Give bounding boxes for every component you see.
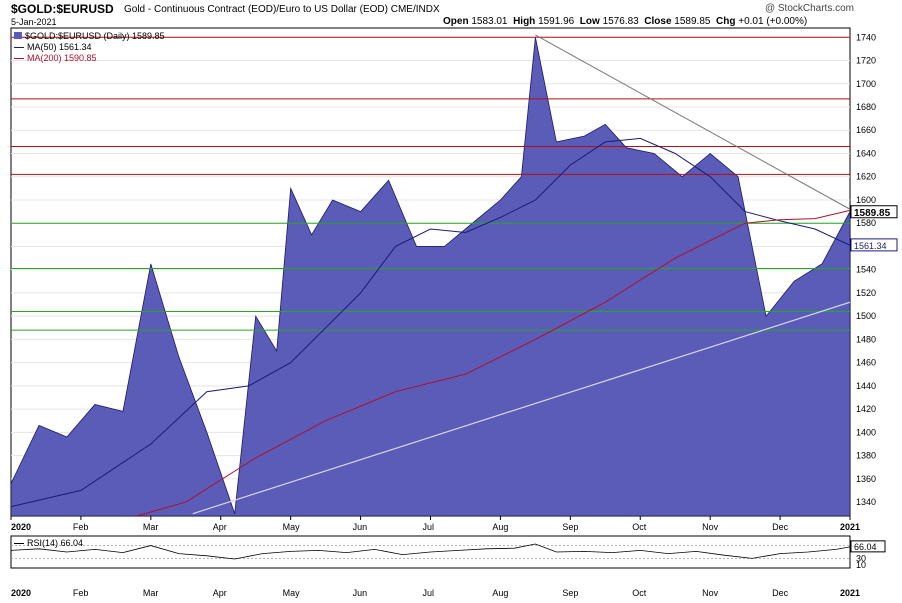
y-tick-label: 1460	[856, 358, 876, 368]
y-tick-label: 1400	[856, 427, 876, 437]
y-tick-label: 1740	[856, 32, 876, 42]
y-tick-label: 1540	[856, 265, 876, 275]
y-tick-label: 1520	[856, 288, 876, 298]
change-label: Chg	[716, 16, 736, 27]
legend-ma50: MA(50) 1561.34	[14, 42, 92, 52]
month-label: Aug	[492, 522, 508, 532]
trendline-down	[535, 34, 850, 210]
legend-swatch-rsi	[14, 543, 24, 545]
rsi-month-label: Sep	[562, 588, 578, 598]
month-label: Feb	[73, 522, 89, 532]
month-label: Dec	[772, 522, 789, 532]
low-label: Low	[579, 16, 600, 27]
y-tick-label: 1680	[856, 102, 876, 112]
rsi-month-label: Dec	[772, 588, 789, 598]
last-ma50-label: 1561.34	[854, 241, 887, 251]
y-tick-label: 1620	[856, 172, 876, 182]
legend-swatch-price	[14, 32, 22, 39]
y-tick-label: 1480	[856, 334, 876, 344]
month-label: Sep	[562, 522, 578, 532]
legend-ma50-label: MA(50) 1561.34	[27, 42, 92, 52]
month-label: Oct	[632, 522, 647, 532]
close-label: Close	[644, 16, 672, 27]
legend-swatch-ma50	[14, 47, 24, 49]
rsi-tick-label: 10	[856, 560, 866, 570]
rsi-tick-label: 30	[856, 553, 866, 563]
high-value: 1591.96	[538, 16, 575, 27]
open-label: Open	[443, 16, 469, 27]
y-tick-label: 1600	[856, 195, 876, 205]
rsi-month-label: Mar	[143, 588, 159, 598]
brand-label[interactable]: @ StockCharts.com	[764, 3, 854, 14]
month-label: Mar	[143, 522, 159, 532]
y-tick-label: 1720	[856, 56, 876, 66]
chart-instrument-name: Gold - Continuous Contract (EOD)/Euro to…	[124, 4, 440, 15]
legend-ma200: MA(200) 1590.85	[14, 53, 97, 63]
month-label: Jul	[423, 522, 435, 532]
last-price-label: 1589.85	[854, 208, 891, 219]
rsi-month-label: Aug	[492, 588, 508, 598]
last-price-box	[850, 205, 898, 219]
rsi-month-label: 2020	[11, 588, 31, 598]
ohlc-readout: Open 1583.01 High 1591.96 Low 1576.83 Cl…	[443, 16, 807, 27]
legend-price: $GOLD:$EURUSD (Daily) 1589.85	[14, 31, 165, 41]
month-label: Jun	[353, 522, 368, 532]
rsi-last-box	[850, 540, 886, 553]
rsi-month-label: May	[283, 588, 301, 598]
legend-price-label: $GOLD:$EURUSD (Daily) 1589.85	[25, 31, 165, 41]
month-label: May	[283, 522, 301, 532]
legend-rsi: RSI(14) 66.04	[14, 538, 83, 548]
y-tick-label: 1380	[856, 451, 876, 461]
y-tick-label: 1700	[856, 79, 876, 89]
chart-date: 5-Jan-2021	[11, 17, 57, 27]
open-value: 1583.01	[471, 16, 508, 27]
rsi-month-label: Apr	[213, 588, 227, 598]
last-ma50-box	[850, 238, 898, 252]
trendline-up	[192, 301, 850, 515]
ma50-line	[11, 137, 850, 508]
rsi-month-label: Nov	[702, 588, 719, 598]
month-label: 2021	[840, 522, 860, 532]
rsi-month-label: Feb	[73, 588, 89, 598]
legend-swatch-ma200	[14, 58, 24, 60]
rsi-last-label: 66.04	[854, 542, 877, 552]
rsi-month-label: Jun	[353, 588, 368, 598]
y-tick-label: 1440	[856, 381, 876, 391]
rsi-month-label: 2021	[840, 588, 860, 598]
rsi-month-label: Jul	[423, 588, 435, 598]
price-area	[11, 37, 850, 516]
month-label: Nov	[702, 522, 719, 532]
ma200-line	[136, 209, 850, 516]
y-tick-label: 1420	[856, 404, 876, 414]
chart-symbol: $GOLD:$EURUSD	[11, 2, 114, 16]
legend-ma200-label: MA(200) 1590.85	[27, 53, 97, 63]
y-tick-label: 1340	[856, 497, 876, 507]
close-value: 1589.85	[674, 16, 711, 27]
rsi-month-label: Oct	[632, 588, 647, 598]
rsi-line	[10, 543, 851, 560]
y-tick-label: 1660	[856, 125, 876, 135]
main-plot-group	[11, 34, 850, 516]
legend-rsi-label: RSI(14) 66.04	[27, 538, 84, 548]
y-tick-label: 1360	[856, 474, 876, 484]
month-label: Apr	[213, 522, 227, 532]
low-value: 1576.83	[602, 16, 639, 27]
month-label: 2020	[11, 522, 31, 532]
y-tick-label: 1640	[856, 148, 876, 158]
change-value: +0.01 (+0.00%)	[738, 16, 808, 27]
y-tick-label: 1500	[856, 311, 876, 321]
y-tick-label: 1580	[856, 218, 876, 228]
high-label: High	[513, 16, 536, 27]
